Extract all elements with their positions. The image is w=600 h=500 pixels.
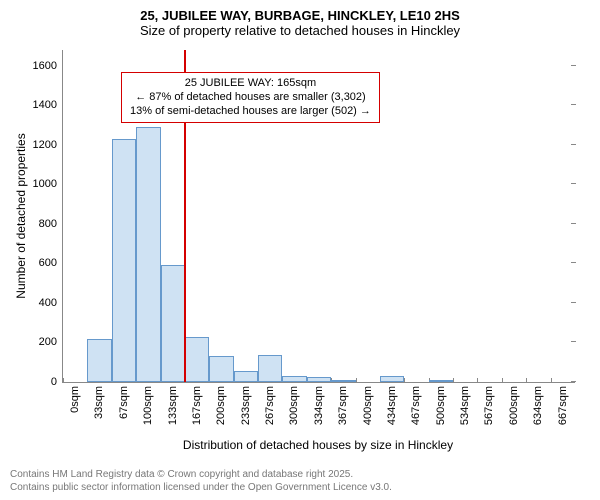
histogram-bar bbox=[185, 337, 209, 382]
x-tick-label: 100sqm bbox=[140, 386, 154, 438]
annotation-line: 13% of semi-detached houses are larger (… bbox=[130, 105, 371, 119]
histogram-bar bbox=[380, 376, 404, 382]
x-tick-label: 434sqm bbox=[384, 386, 398, 438]
x-tick-label: 334sqm bbox=[311, 386, 325, 438]
chart-container: { "title": "25, JUBILEE WAY, BURBAGE, HI… bbox=[0, 0, 600, 500]
x-tick-label: 467sqm bbox=[408, 386, 422, 438]
x-tick-label: 300sqm bbox=[286, 386, 300, 438]
attribution-footer: Contains HM Land Registry data © Crown c… bbox=[10, 468, 392, 494]
x-tick-label: 33sqm bbox=[91, 386, 105, 438]
histogram-bar bbox=[282, 376, 306, 382]
annotation-box: 25 JUBILEE WAY: 165sqm← 87% of detached … bbox=[121, 72, 380, 123]
histogram-bar bbox=[136, 127, 160, 382]
histogram-bar bbox=[429, 380, 453, 382]
x-tick-label: 167sqm bbox=[189, 386, 203, 438]
histogram-bar bbox=[161, 265, 185, 382]
x-tick-label: 567sqm bbox=[481, 386, 495, 438]
y-tick-label: 1000 bbox=[27, 178, 63, 190]
histogram-bar bbox=[307, 377, 331, 382]
y-tick-label: 400 bbox=[27, 297, 63, 309]
plot-area: 020040060080010001200140016000sqm33sqm67… bbox=[62, 50, 575, 383]
x-tick-label: 233sqm bbox=[238, 386, 252, 438]
footer-line: Contains HM Land Registry data © Crown c… bbox=[10, 468, 392, 481]
x-tick-label: 200sqm bbox=[213, 386, 227, 438]
x-tick-label: 634sqm bbox=[530, 386, 544, 438]
histogram-bar bbox=[258, 355, 282, 382]
x-tick-label: 67sqm bbox=[116, 386, 130, 438]
y-tick-label: 0 bbox=[27, 376, 63, 388]
chart-title: 25, JUBILEE WAY, BURBAGE, HINCKLEY, LE10… bbox=[0, 0, 600, 23]
x-tick-label: 534sqm bbox=[457, 386, 471, 438]
y-tick-label: 200 bbox=[27, 336, 63, 348]
annotation-line: 25 JUBILEE WAY: 165sqm bbox=[130, 77, 371, 91]
x-tick-label: 367sqm bbox=[335, 386, 349, 438]
histogram-bar bbox=[331, 380, 355, 382]
y-axis-label: Number of detached properties bbox=[14, 50, 28, 382]
histogram-bar bbox=[234, 371, 258, 382]
x-tick-label: 500sqm bbox=[433, 386, 447, 438]
x-axis-label: Distribution of detached houses by size … bbox=[62, 438, 574, 452]
y-tick-label: 600 bbox=[27, 257, 63, 269]
y-tick-label: 1200 bbox=[27, 139, 63, 151]
x-tick-label: 0sqm bbox=[67, 386, 81, 438]
annotation-line: ← 87% of detached houses are smaller (3,… bbox=[130, 91, 371, 105]
chart-subtitle: Size of property relative to detached ho… bbox=[0, 23, 600, 38]
x-tick-label: 267sqm bbox=[262, 386, 276, 438]
y-tick-label: 800 bbox=[27, 218, 63, 230]
histogram-bar bbox=[112, 139, 136, 382]
y-tick-label: 1600 bbox=[27, 60, 63, 72]
y-tick-label: 1400 bbox=[27, 99, 63, 111]
x-tick-label: 600sqm bbox=[506, 386, 520, 438]
footer-line: Contains public sector information licen… bbox=[10, 481, 392, 494]
x-tick-label: 400sqm bbox=[360, 386, 374, 438]
x-tick-label: 133sqm bbox=[165, 386, 179, 438]
histogram-bar bbox=[87, 339, 111, 382]
x-tick-label: 667sqm bbox=[555, 386, 569, 438]
histogram-bar bbox=[209, 356, 233, 382]
